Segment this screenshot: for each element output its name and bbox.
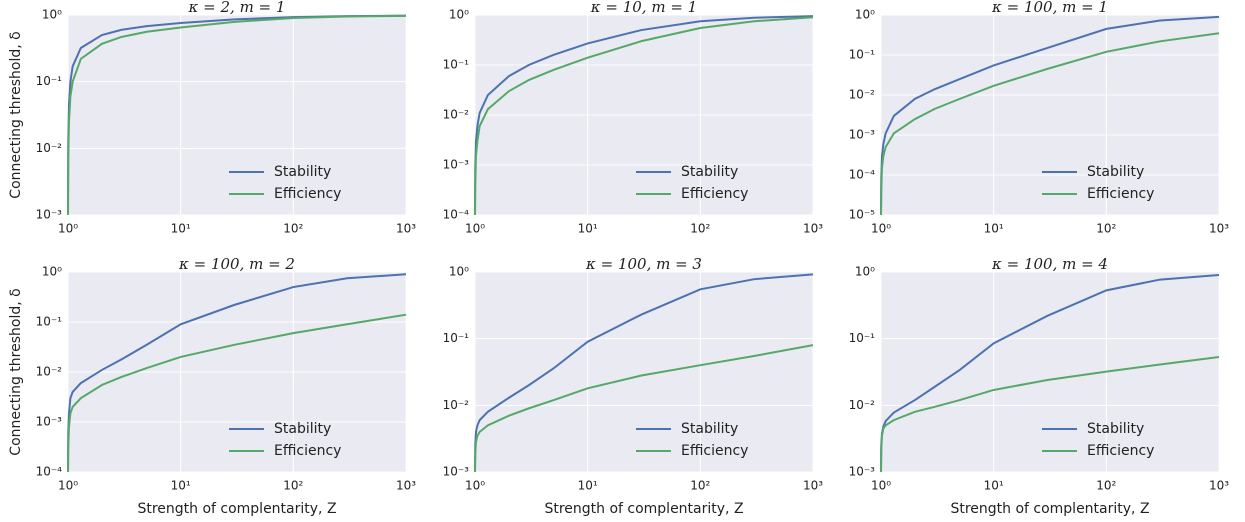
x-tick-label: 10²: [1096, 479, 1116, 493]
legend-text: Efficiency: [274, 443, 341, 459]
x-tick-label: 10¹: [578, 479, 598, 493]
x-tick-label: 10⁰: [58, 479, 78, 493]
plot-background: [881, 15, 1219, 215]
x-tick-label: 10³: [1209, 222, 1229, 236]
plot-background: [475, 272, 813, 472]
y-tick-label: 10⁰: [449, 8, 469, 22]
legend-text: Stability: [1087, 421, 1144, 437]
y-tick-label: 10⁻²: [849, 88, 876, 102]
x-tick-label: 10¹: [171, 222, 191, 236]
series-line: [474, 344, 814, 473]
chart-title: κ = 100, m = 3: [585, 255, 702, 273]
y-axis-label: Connecting threshold, δ: [8, 31, 24, 198]
series-line: [880, 356, 1220, 473]
y-tick-label: 10⁻¹: [36, 315, 63, 329]
y-tick-label: 10⁻¹: [849, 48, 876, 62]
y-tick-label: 10⁻³: [849, 128, 876, 142]
series-line: [67, 313, 407, 473]
x-tick-label: 10⁰: [871, 222, 891, 236]
series-line: [67, 14, 407, 216]
x-tick-label: 10⁰: [465, 479, 485, 493]
x-tick-label: 10³: [803, 479, 823, 493]
x-tick-label: 10³: [396, 222, 416, 236]
y-tick-label: 10⁻⁴: [849, 168, 876, 182]
x-tick-label: 10³: [803, 222, 823, 236]
y-tick-label: 10⁻¹: [443, 58, 470, 72]
y-tick-label: 10⁻²: [36, 365, 63, 379]
x-tick-label: 10²: [690, 479, 710, 493]
x-tick-label: 10⁰: [871, 479, 891, 493]
x-tick-label: 10²: [283, 479, 303, 493]
x-tick-label: 10¹: [171, 479, 191, 493]
y-tick-label: 10⁻¹: [849, 331, 876, 345]
y-tick-label: 10⁻²: [443, 398, 470, 412]
series-line: [474, 273, 814, 473]
chart-title: κ = 100, m = 1: [991, 0, 1108, 16]
x-tick-label: 10¹: [984, 479, 1004, 493]
chart-title: κ = 2, m = 1: [188, 0, 286, 16]
series-line: [880, 15, 1220, 216]
x-tick-label: 10²: [1096, 222, 1116, 236]
y-tick-label: 10⁻¹: [443, 331, 470, 345]
x-axis-label: Strength of complentarity, Z: [137, 501, 336, 517]
y-tick-label: 10⁻³: [443, 158, 470, 172]
x-tick-label: 10³: [1209, 479, 1229, 493]
y-tick-label: 10⁻²: [443, 108, 470, 122]
plot-background: [68, 15, 406, 215]
legend-text: Stability: [681, 164, 738, 180]
plot-background: [881, 272, 1219, 472]
legend-text: Efficiency: [274, 186, 341, 202]
x-tick-label: 10¹: [984, 222, 1004, 236]
y-tick-label: 10⁻⁴: [443, 208, 470, 222]
x-axis-label: Strength of complentarity, Z: [544, 501, 743, 517]
y-tick-label: 10⁰: [855, 8, 875, 22]
y-tick-label: 10⁰: [855, 265, 875, 279]
legend-text: Stability: [681, 421, 738, 437]
x-tick-label: 10⁰: [58, 222, 78, 236]
y-tick-label: 10⁻³: [849, 465, 876, 479]
chart-title: κ = 100, m = 2: [178, 255, 295, 273]
y-tick-label: 10⁰: [42, 265, 62, 279]
legend-text: Efficiency: [1087, 186, 1154, 202]
y-tick-label: 10⁰: [449, 265, 469, 279]
series-line: [880, 32, 1220, 216]
legend-text: Efficiency: [681, 443, 748, 459]
y-tick-label: 10⁻⁴: [36, 465, 63, 479]
y-tick-label: 10⁰: [42, 8, 62, 22]
x-tick-label: 10⁰: [465, 222, 485, 236]
y-tick-label: 10⁻²: [849, 398, 876, 412]
legend-text: Efficiency: [1087, 443, 1154, 459]
y-axis-label: Connecting threshold, δ: [8, 288, 24, 455]
y-tick-label: 10⁻³: [36, 208, 63, 222]
y-tick-label: 10⁻³: [443, 465, 470, 479]
x-tick-label: 10²: [690, 222, 710, 236]
chart-title: κ = 100, m = 4: [991, 255, 1108, 273]
legend-text: Stability: [1087, 164, 1144, 180]
x-tick-label: 10³: [396, 479, 416, 493]
x-tick-label: 10¹: [578, 222, 598, 236]
y-tick-label: 10⁻³: [36, 415, 63, 429]
series-line: [474, 16, 814, 216]
legend-text: Stability: [274, 164, 331, 180]
x-axis-label: Strength of complentarity, Z: [950, 501, 1149, 517]
y-tick-label: 10⁻⁵: [849, 208, 876, 222]
x-tick-label: 10²: [283, 222, 303, 236]
chart-title: κ = 10, m = 1: [590, 0, 697, 16]
legend-text: Stability: [274, 421, 331, 437]
series-line: [67, 273, 407, 473]
series-line: [474, 15, 814, 216]
y-tick-label: 10⁻²: [36, 141, 63, 155]
legend-text: Efficiency: [681, 186, 748, 202]
y-tick-label: 10⁻¹: [36, 74, 63, 88]
